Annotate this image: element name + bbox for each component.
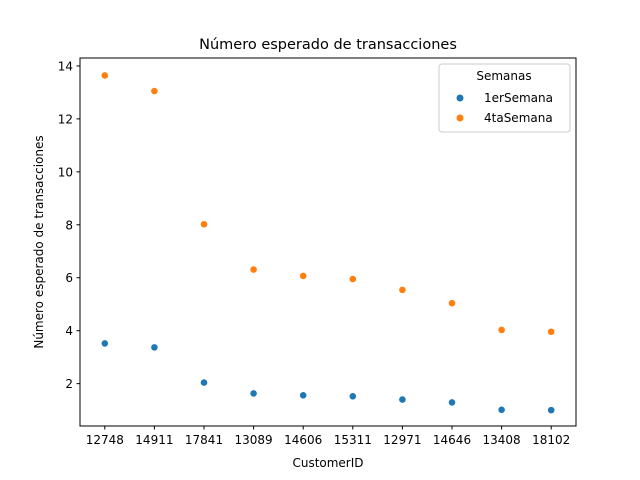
data-point: [299, 271, 308, 280]
x-axis-label: CustomerID: [292, 456, 363, 470]
legend-label-1ersemana: 1erSemana: [484, 91, 553, 105]
legend-marker-4tasemana: [456, 114, 464, 122]
data-point: [200, 220, 208, 229]
x-tick-label: 17841: [185, 433, 223, 447]
x-tick-label: 13089: [235, 433, 273, 447]
x-tick-label: 12748: [86, 433, 124, 447]
data-point: [448, 398, 456, 407]
plot-area: [100, 71, 556, 415]
legend-marker-1ersemana: [456, 94, 464, 102]
data-point: [249, 265, 258, 274]
data-point: [398, 286, 407, 294]
y-tick-label: 4: [65, 324, 73, 338]
data-point: [100, 71, 109, 80]
chart-title: Número esperado de transacciones: [199, 37, 457, 53]
legend-box: [438, 63, 571, 133]
legend-title: Semanas: [476, 69, 531, 83]
x-tick-label: 14606: [284, 433, 322, 447]
data-point: [448, 299, 456, 308]
legend-label-4tasemana: 4taSemana: [484, 111, 553, 125]
data-point: [398, 395, 407, 404]
x-tick-label: 18102: [532, 433, 570, 447]
y-tick-label: 14: [58, 59, 73, 73]
y-tick-label: 12: [58, 112, 73, 126]
y-tick-label: 6: [65, 271, 73, 285]
y-tick-label: 8: [65, 218, 73, 232]
y-axis-label: Número esperado de transacciones: [32, 135, 46, 348]
legend: Semanas 1erSemana 4taSemana: [438, 63, 571, 133]
x-tick-label: 14911: [135, 433, 173, 447]
data-point: [348, 392, 357, 401]
data-point: [249, 389, 258, 398]
data-point: [497, 405, 506, 414]
y-axis: 2 4 6 8 10 12 14: [58, 59, 80, 391]
x-tick-label: 15311: [334, 433, 372, 447]
x-tick-label: 12971: [383, 433, 421, 447]
data-point: [348, 275, 357, 283]
data-point: [547, 327, 556, 336]
data-point: [150, 87, 159, 95]
series-4tasemana: [100, 71, 556, 336]
y-tick-label: 2: [65, 377, 73, 391]
data-point: [299, 391, 308, 400]
data-point: [497, 325, 506, 334]
x-tick-label: 13408: [483, 433, 521, 447]
data-point: [100, 339, 109, 348]
y-tick-label: 10: [58, 165, 73, 179]
x-axis: 12748 14911 17841 13089 14606 15311 12971 14646…: [86, 426, 570, 447]
x-tick-label: 14646: [433, 433, 471, 447]
series-1ersemana: [100, 339, 556, 415]
data-point: [547, 406, 556, 415]
data-point: [150, 343, 159, 352]
axes-frame: [79, 57, 577, 427]
data-point: [200, 378, 208, 387]
